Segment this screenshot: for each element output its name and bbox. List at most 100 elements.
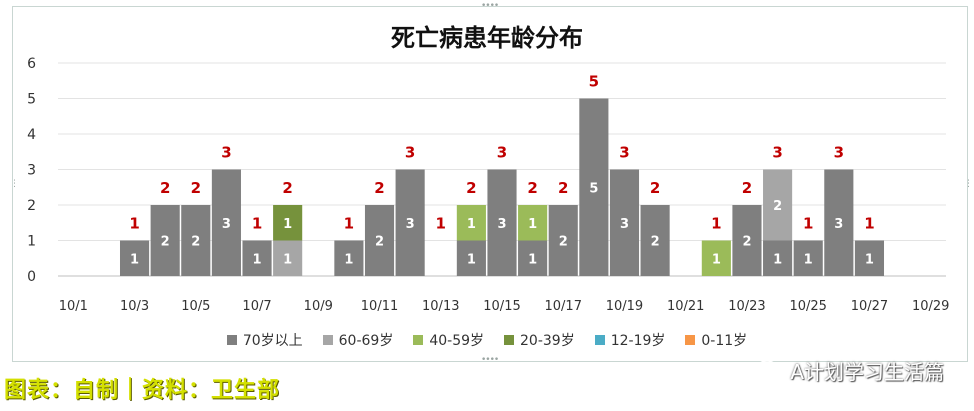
segment-data-label: 1 bbox=[528, 217, 537, 232]
bar-segment bbox=[456, 205, 486, 241]
bar-segment bbox=[854, 240, 885, 276]
total-data-label: 2 bbox=[160, 179, 170, 197]
legend-label: 12-19岁 bbox=[610, 333, 666, 349]
bar-segment bbox=[732, 205, 762, 276]
total-data-label: 3 bbox=[834, 144, 844, 162]
legend-label: 20-39岁 bbox=[520, 333, 575, 349]
legend-item: 12-19岁 bbox=[594, 330, 666, 350]
legend-item: 70岁以上 bbox=[226, 330, 303, 350]
bar-segment bbox=[456, 240, 486, 276]
segment-data-label: 1 bbox=[467, 252, 476, 267]
segment-data-label: 1 bbox=[130, 252, 139, 267]
legend-label: 40-59岁 bbox=[429, 333, 485, 349]
bar-segment bbox=[701, 240, 731, 276]
legend-swatch bbox=[504, 335, 515, 345]
x-tick-label: 10/9 bbox=[304, 299, 333, 314]
total-data-label: 3 bbox=[221, 144, 231, 162]
legend-item: 20-39岁 bbox=[504, 330, 575, 350]
segment-data-label: 5 bbox=[589, 181, 598, 196]
legend-swatch bbox=[226, 335, 237, 345]
legend-swatch bbox=[322, 335, 333, 345]
legend-item: 40-59岁 bbox=[413, 330, 484, 350]
x-tick-label: 10/7 bbox=[242, 299, 271, 314]
bar-segment bbox=[763, 240, 793, 276]
segment-data-label: 1 bbox=[773, 252, 782, 267]
segment-data-label: 3 bbox=[834, 217, 843, 232]
footer-brand: A计划学习生活篇 bbox=[756, 356, 944, 385]
total-data-label: 3 bbox=[497, 144, 507, 162]
segment-data-label: 1 bbox=[528, 252, 537, 267]
bar-segment bbox=[242, 240, 272, 276]
footer-brand-text: A计划学习生活篇 bbox=[790, 360, 944, 384]
wechat-icon bbox=[756, 359, 785, 381]
bar-segment bbox=[609, 169, 640, 276]
segment-data-label: 1 bbox=[712, 252, 721, 267]
segment-data-label: 1 bbox=[467, 217, 476, 232]
total-data-label: 1 bbox=[711, 215, 721, 233]
x-tick-label: 10/5 bbox=[181, 299, 210, 314]
segment-data-label: 2 bbox=[559, 235, 568, 250]
segment-data-label: 1 bbox=[253, 252, 262, 267]
total-data-label: 1 bbox=[436, 215, 446, 233]
legend-swatch bbox=[685, 335, 696, 345]
bar-segment bbox=[211, 169, 241, 276]
bar-segment bbox=[181, 205, 211, 276]
bar-segment bbox=[640, 205, 670, 276]
chart-title: 死亡病患年龄分布 bbox=[391, 24, 583, 52]
y-tick-label: 5 bbox=[27, 92, 36, 108]
y-tick-label: 1 bbox=[27, 234, 36, 250]
bar-segment bbox=[518, 240, 548, 276]
total-data-label: 3 bbox=[772, 144, 782, 162]
legend-item: 60-69岁 bbox=[322, 330, 393, 350]
segment-data-label: 1 bbox=[344, 252, 353, 267]
total-data-label: 1 bbox=[129, 215, 139, 233]
total-data-label: 2 bbox=[374, 179, 384, 197]
bar-segment bbox=[824, 169, 854, 276]
total-data-label: 1 bbox=[252, 215, 262, 233]
y-tick-label: 6 bbox=[27, 56, 36, 72]
legend-swatch bbox=[413, 335, 424, 345]
segment-data-label: 1 bbox=[804, 252, 813, 267]
segment-data-label: 2 bbox=[742, 235, 751, 250]
total-data-label: 2 bbox=[466, 179, 476, 197]
bar-segment bbox=[793, 240, 823, 276]
x-tick-label: 10/27 bbox=[851, 299, 888, 314]
y-tick-label: 0 bbox=[27, 269, 36, 285]
segment-data-label: 1 bbox=[283, 217, 292, 232]
bar-segment bbox=[395, 169, 425, 276]
x-tick-label: 10/23 bbox=[728, 299, 765, 314]
segment-data-label: 2 bbox=[375, 235, 384, 250]
bar-segment bbox=[273, 240, 303, 276]
segment-data-label: 3 bbox=[620, 217, 629, 232]
segment-data-label: 2 bbox=[161, 235, 170, 250]
total-data-label: 2 bbox=[527, 179, 537, 197]
footer-source-text: 图表：自制｜资料：卫生部 bbox=[4, 378, 281, 403]
x-tick-label: 10/29 bbox=[912, 299, 949, 314]
x-tick-label: 10/17 bbox=[545, 299, 582, 314]
bar-segment bbox=[273, 205, 303, 241]
y-tick-label: 2 bbox=[27, 198, 36, 214]
frame-handle-bottom: •••• bbox=[481, 355, 499, 365]
total-data-label: 1 bbox=[344, 215, 354, 233]
total-data-label: 3 bbox=[619, 144, 629, 162]
x-tick-label: 10/1 bbox=[59, 299, 88, 314]
y-tick-label: 3 bbox=[27, 163, 36, 179]
chart-legend: 70岁以上 60-69岁 40-59岁 20-39岁 12-19岁 0-11岁 bbox=[0, 330, 974, 350]
total-data-label: 2 bbox=[282, 179, 292, 197]
segment-data-label: 3 bbox=[497, 217, 506, 232]
total-data-label: 2 bbox=[558, 179, 568, 197]
segment-data-label: 1 bbox=[865, 252, 874, 267]
bar-segment bbox=[487, 169, 517, 276]
x-tick-label: 10/15 bbox=[483, 299, 520, 314]
segment-data-label: 3 bbox=[222, 217, 231, 232]
total-data-label: 2 bbox=[650, 179, 660, 197]
legend-label: 70岁以上 bbox=[242, 333, 303, 349]
legend-item: 0-11岁 bbox=[685, 330, 747, 350]
frame-handle-top: •••• bbox=[481, 1, 499, 11]
total-data-label: 2 bbox=[191, 179, 201, 197]
bar-segment bbox=[518, 205, 548, 241]
x-tick-label: 10/11 bbox=[361, 299, 398, 314]
segment-data-label: 2 bbox=[773, 199, 782, 214]
x-tick-label: 10/19 bbox=[606, 299, 643, 314]
